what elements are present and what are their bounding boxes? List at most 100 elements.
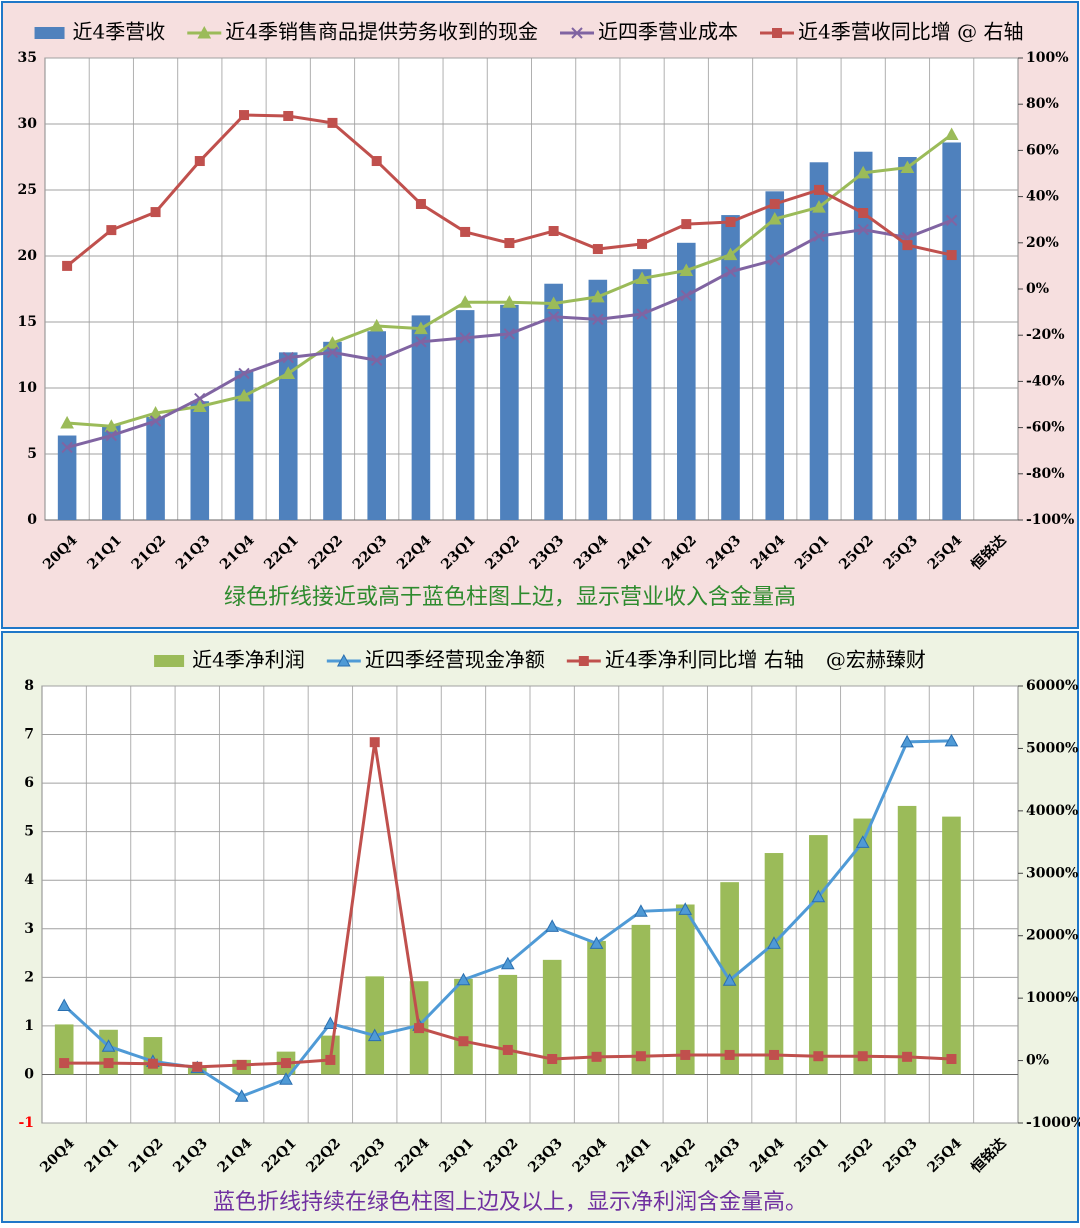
marker <box>547 1054 558 1065</box>
bar <box>853 151 873 520</box>
bar <box>897 805 917 1075</box>
marker <box>236 1059 247 1070</box>
marker <box>811 889 826 903</box>
marker <box>723 247 738 261</box>
marker <box>900 160 915 174</box>
bar <box>765 191 785 520</box>
y-tick-label: 8 <box>24 678 34 694</box>
bar <box>542 959 562 1075</box>
marker <box>571 27 583 39</box>
y2-tick-label: 3000% <box>1026 865 1078 881</box>
legend-swatch <box>154 655 185 667</box>
marker <box>592 313 604 326</box>
marker <box>103 1058 114 1069</box>
bar <box>57 435 77 520</box>
y-tick-label: 0 <box>24 1066 34 1082</box>
bar <box>498 974 518 1075</box>
marker <box>679 263 694 277</box>
y-tick-label: 25 <box>18 182 37 198</box>
marker <box>106 225 117 236</box>
marker <box>578 656 589 666</box>
marker <box>502 295 517 308</box>
marker <box>722 973 737 986</box>
y2-tick-label: 80% <box>1026 96 1059 112</box>
marker <box>237 388 251 402</box>
marker <box>772 28 783 38</box>
y-tick-label: 2 <box>24 969 34 985</box>
bar <box>102 424 121 520</box>
legend-item: 近4季销售商品提供劳务收到的现金 <box>187 20 538 44</box>
bar <box>853 818 873 1075</box>
marker <box>769 1049 779 1060</box>
marker <box>813 1051 824 1062</box>
bar <box>500 304 519 520</box>
bar <box>323 341 342 520</box>
marker <box>900 734 914 748</box>
marker <box>150 207 161 218</box>
marker <box>591 1051 602 1062</box>
marker <box>857 223 869 236</box>
y-tick-label: 3 <box>24 921 34 937</box>
y-tick-label: 10 <box>18 380 38 396</box>
marker <box>500 956 515 970</box>
marker <box>326 346 339 359</box>
marker <box>503 328 516 340</box>
bar <box>942 142 961 521</box>
marker <box>415 336 427 348</box>
marker <box>635 1051 646 1062</box>
marker <box>194 392 206 405</box>
bar <box>544 283 563 520</box>
y2-tick-label: -60% <box>1026 420 1065 436</box>
marker <box>858 208 869 219</box>
marker <box>681 219 692 230</box>
y-tick-label: 35 <box>18 50 37 66</box>
legend-label: 近4季销售商品提供劳务收到的现金 <box>225 20 538 44</box>
bar <box>190 401 210 520</box>
marker <box>192 399 207 412</box>
marker <box>456 972 471 986</box>
marker <box>902 240 913 251</box>
chart-panel: -1 0 1 2 3 4 5 6 7 8 -1000% 0% 1000% 2000% 3000% 4000% 5… <box>1 631 1080 1223</box>
y2-tick-label: 20% <box>1026 235 1059 251</box>
bar <box>632 269 652 520</box>
marker <box>101 1039 116 1052</box>
legend: 近4季净利润 近四季经营现金净额 近4季净利同比增 右轴 @宏赫臻财 <box>154 648 926 672</box>
marker <box>767 936 781 949</box>
y2-tick-label: 100% <box>1026 50 1069 66</box>
y2-tick-label: 4000% <box>1026 803 1078 819</box>
marker <box>769 198 780 209</box>
y2-tick-label: 2000% <box>1026 928 1078 944</box>
marker <box>767 211 782 225</box>
marker <box>147 1058 158 1069</box>
y2-tick-label: 40% <box>1026 189 1059 205</box>
legend-label: 近四季营业成本 <box>598 20 738 44</box>
marker <box>592 244 603 255</box>
bar <box>942 816 961 1075</box>
marker <box>325 1054 336 1065</box>
marker <box>944 733 959 747</box>
marker <box>60 415 74 429</box>
annotation: 绿色折线接近或高于蓝色柱图上边，显示营业收入含金量高 <box>224 585 796 610</box>
marker <box>637 238 648 249</box>
marker <box>855 835 870 848</box>
legend-item: 近4季净利同比增 右轴 <box>566 648 804 672</box>
legend-label: 近四季经营现金净额 <box>365 648 545 672</box>
bar <box>278 352 298 520</box>
marker <box>194 156 205 167</box>
marker <box>545 919 560 932</box>
bar <box>455 310 475 520</box>
bar <box>587 940 606 1075</box>
marker <box>57 998 72 1011</box>
marker <box>149 415 162 427</box>
marker <box>857 1051 868 1062</box>
bar <box>454 978 473 1075</box>
marker <box>902 1051 913 1062</box>
marker <box>590 289 605 303</box>
marker <box>458 295 473 308</box>
marker <box>370 354 383 366</box>
legend-label: 近4季净利润 <box>192 648 305 672</box>
marker <box>327 117 338 128</box>
bar <box>631 924 651 1075</box>
y2-tick-label: -80% <box>1026 466 1065 482</box>
